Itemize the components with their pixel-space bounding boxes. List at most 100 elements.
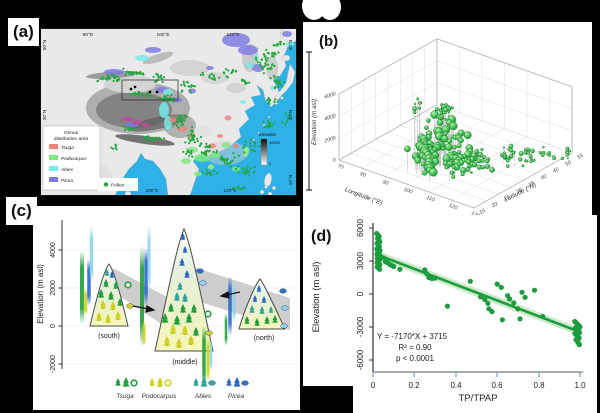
xtick: 0.4: [450, 381, 462, 390]
mountain-name-labels: (south) (middle) (north): [98, 333, 274, 366]
fit-r2: R² = 0.90: [398, 343, 432, 352]
study-area-rect: [121, 79, 179, 101]
svg-text:80: 80: [359, 171, 367, 179]
migration-arrows: [132, 291, 241, 313]
colorbar-title: Elevation: [259, 132, 277, 137]
tick-top: 120°E: [226, 32, 239, 38]
panel-d-label: (d): [311, 228, 331, 245]
scatter3d-svg: (b) 0 2000 4000 6000 70 80 90 100 110 120 13015202…: [306, 33, 585, 215]
svg-text:70: 70: [337, 163, 345, 171]
svg-text:2000: 2000: [323, 135, 337, 145]
ytick: 2000: [50, 280, 57, 296]
x-axis-title: Longitude (°E): [344, 186, 384, 207]
panel-a-map: 80°E 100°E 120°E 100°E 120°E 50°N 30°N 5…: [40, 28, 297, 196]
legend-picea: Picea: [228, 393, 245, 400]
svg-text:120: 120: [448, 203, 458, 212]
legend-label-abies: Abies: [60, 167, 74, 173]
tick-right: 30°N: [288, 109, 294, 120]
ytick: -2000: [50, 355, 57, 373]
legend-label-podocarpus: Podocarpus: [61, 156, 87, 162]
panel-c-label: (c): [11, 201, 32, 220]
legend-podocarpus: Podocarpus: [142, 393, 177, 400]
scatter3d-plot: 0 2000 4000 6000 70 80 90 100 110 120 130152025 30 3…: [323, 38, 585, 215]
colorbar-max: 10000: [269, 140, 281, 145]
panel-c: 4000 2000 0 -2000 Elevation (m asl) (sou…: [33, 206, 300, 410]
tick-right: 10°N: [288, 174, 294, 185]
tick-left: 30°N: [42, 109, 48, 120]
panel-a-label-box: (a): [8, 18, 39, 46]
panel-a-label: (a): [13, 22, 34, 41]
genus-legend-icons: [115, 377, 249, 387]
xtick: 0: [371, 381, 376, 390]
pollen-dot-icon: [103, 182, 109, 187]
ytick: 4000: [50, 242, 57, 258]
svg-text:25: 25: [502, 194, 511, 202]
tick-top: 80°E: [83, 32, 93, 38]
ytick: 3000: [356, 252, 365, 270]
panel-d: (d) 6000 3000 0 -300: [303, 215, 597, 413]
axis: [58, 220, 63, 369]
svg-text:35: 35: [528, 180, 536, 188]
map-border: [40, 28, 297, 196]
legend-swatch-podocarpus: [49, 155, 58, 160]
pollen-dots: [96, 40, 292, 191]
map-svg: 80°E 100°E 120°E 100°E 120°E 50°N 30°N 5…: [40, 28, 297, 196]
y-axis-title: Latitude (°N): [503, 182, 537, 204]
x-tick-labels: 0 0.2 0.4 0.6 0.8 1.0: [371, 381, 586, 390]
legend-swatch-tsuga: [49, 144, 58, 149]
svg-text:0: 0: [332, 157, 337, 164]
svg-text:90: 90: [382, 179, 390, 187]
tick-right: 50°N: [288, 39, 294, 50]
xtick: 0.2: [408, 381, 420, 390]
tick-left: 50°N: [42, 39, 48, 50]
tick-bottom: 120°E: [223, 188, 236, 194]
axis-tick-labels: 4000 2000 0 -2000: [50, 242, 57, 373]
label-south: (south): [98, 333, 120, 340]
fit-statistics: Y = -7170*X + 3715 R² = 0.90 p < 0.0001: [377, 332, 448, 363]
artifact-blob: [319, 0, 341, 20]
elevation-colorbar: Elevation 10000 0: [259, 132, 281, 166]
svg-text:130: 130: [470, 211, 480, 215]
mountain-north: [238, 278, 286, 330]
axes: [369, 223, 583, 377]
genus-legend-labels: Tsuga Podocarpus Abies Picea: [116, 393, 244, 400]
xtick: 0.6: [491, 381, 503, 390]
mountain-middle: [154, 227, 214, 352]
fit-p: p < 0.0001: [396, 354, 435, 363]
y-tick-labels: 6000 3000 0 -3000 -6000: [356, 219, 365, 371]
artifact-notch: [303, 386, 353, 413]
y-axis-title: Elevation (m asl): [36, 264, 45, 324]
scale-bar-artifact: [306, 51, 312, 191]
panel-c-label-box: (c): [6, 197, 37, 225]
mountains: [89, 227, 286, 352]
tree-glyphs: [95, 233, 278, 348]
label-middle: (middle): [172, 359, 197, 366]
legend-swatch-picea: [49, 177, 58, 182]
ytick: 0: [356, 291, 365, 296]
legend-title-2: distribution area: [54, 136, 88, 142]
mountain-south: [89, 263, 129, 327]
legend-title-1: Genus: [64, 130, 79, 136]
svg-text:40: 40: [540, 174, 548, 182]
legend-label-tsuga: Tsuga: [61, 145, 74, 151]
svg-text:55: 55: [577, 153, 585, 161]
seed-icons: [124, 268, 289, 336]
svg-text:20: 20: [490, 201, 499, 209]
regression-svg: (d) 6000 3000 0 -300: [311, 219, 586, 404]
ytick: -6000: [356, 349, 365, 370]
pollen-label: Pollen: [111, 183, 125, 189]
svg-text:15: 15: [479, 208, 487, 215]
regression-plot: [374, 230, 583, 348]
svg-text:100: 100: [403, 187, 413, 196]
z-axis-title: Elevation (m asl): [311, 99, 318, 145]
ytick: -3000: [356, 316, 365, 337]
xtick: 0.8: [533, 381, 545, 390]
colorbar-min: 0: [269, 161, 272, 166]
legend-swatch-abies: [49, 166, 58, 171]
label-north: (north): [254, 335, 275, 342]
genus-distribution-patches: [104, 31, 294, 177]
diagram-svg: 4000 2000 0 -2000 Elevation (m asl) (sou…: [36, 220, 295, 400]
svg-text:30: 30: [515, 187, 523, 195]
y-axis-title: Elevation (m asl): [311, 262, 322, 333]
